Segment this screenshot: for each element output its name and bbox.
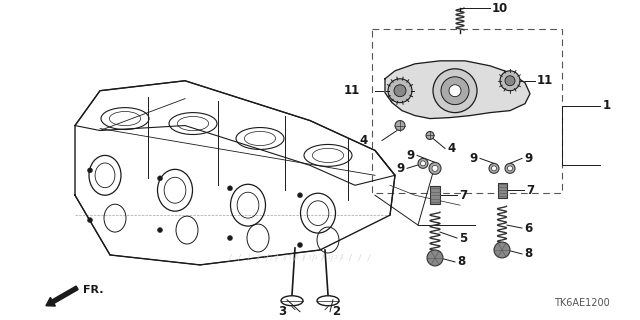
Circle shape (505, 164, 515, 173)
Circle shape (426, 132, 434, 140)
Text: 5: 5 (459, 232, 467, 244)
Circle shape (157, 176, 163, 181)
Text: 9: 9 (470, 152, 478, 165)
Bar (430, 186, 440, 204)
Bar (372, 29, 562, 193)
Circle shape (492, 166, 497, 171)
Circle shape (298, 243, 303, 247)
Text: 7: 7 (526, 184, 534, 197)
Text: 9: 9 (524, 152, 532, 165)
Circle shape (88, 168, 93, 173)
Bar (497, 183, 506, 198)
Text: 4: 4 (360, 134, 368, 147)
Text: 8: 8 (524, 247, 532, 260)
Circle shape (420, 161, 426, 166)
Text: 11: 11 (344, 84, 360, 97)
Text: 4: 4 (447, 142, 455, 155)
Circle shape (427, 250, 443, 266)
Circle shape (418, 158, 428, 168)
Circle shape (395, 121, 405, 131)
Text: FR.: FR. (83, 285, 104, 295)
Circle shape (429, 162, 441, 174)
Circle shape (298, 193, 303, 198)
Circle shape (227, 236, 232, 241)
Circle shape (505, 76, 515, 86)
Text: 8: 8 (457, 255, 465, 268)
FancyArrow shape (46, 286, 78, 306)
Text: 3: 3 (278, 305, 286, 318)
Polygon shape (385, 61, 530, 119)
Text: J J J J J J J J J J J J J J: J J J J J J J J J J J J J J (256, 255, 344, 260)
Circle shape (449, 85, 461, 97)
Text: / / / / / / / / / / / / / / / /: / / / / / / / / / / / / / / / / (228, 253, 372, 262)
Circle shape (494, 242, 510, 258)
Text: 9: 9 (407, 149, 415, 162)
Circle shape (432, 165, 438, 171)
Text: 6: 6 (524, 221, 532, 235)
Text: 11: 11 (537, 74, 553, 87)
Circle shape (394, 85, 406, 97)
Circle shape (441, 77, 469, 105)
Circle shape (508, 166, 513, 171)
Text: TK6AE1200: TK6AE1200 (554, 298, 610, 308)
Circle shape (433, 69, 477, 113)
Circle shape (489, 164, 499, 173)
Circle shape (388, 79, 412, 103)
Circle shape (227, 186, 232, 191)
Text: 2: 2 (332, 305, 340, 318)
Text: 10: 10 (492, 2, 508, 15)
Circle shape (500, 71, 520, 91)
Circle shape (157, 228, 163, 233)
Text: 7: 7 (459, 189, 467, 202)
Text: 9: 9 (397, 162, 405, 175)
Circle shape (88, 218, 93, 223)
Text: 1: 1 (603, 99, 611, 112)
